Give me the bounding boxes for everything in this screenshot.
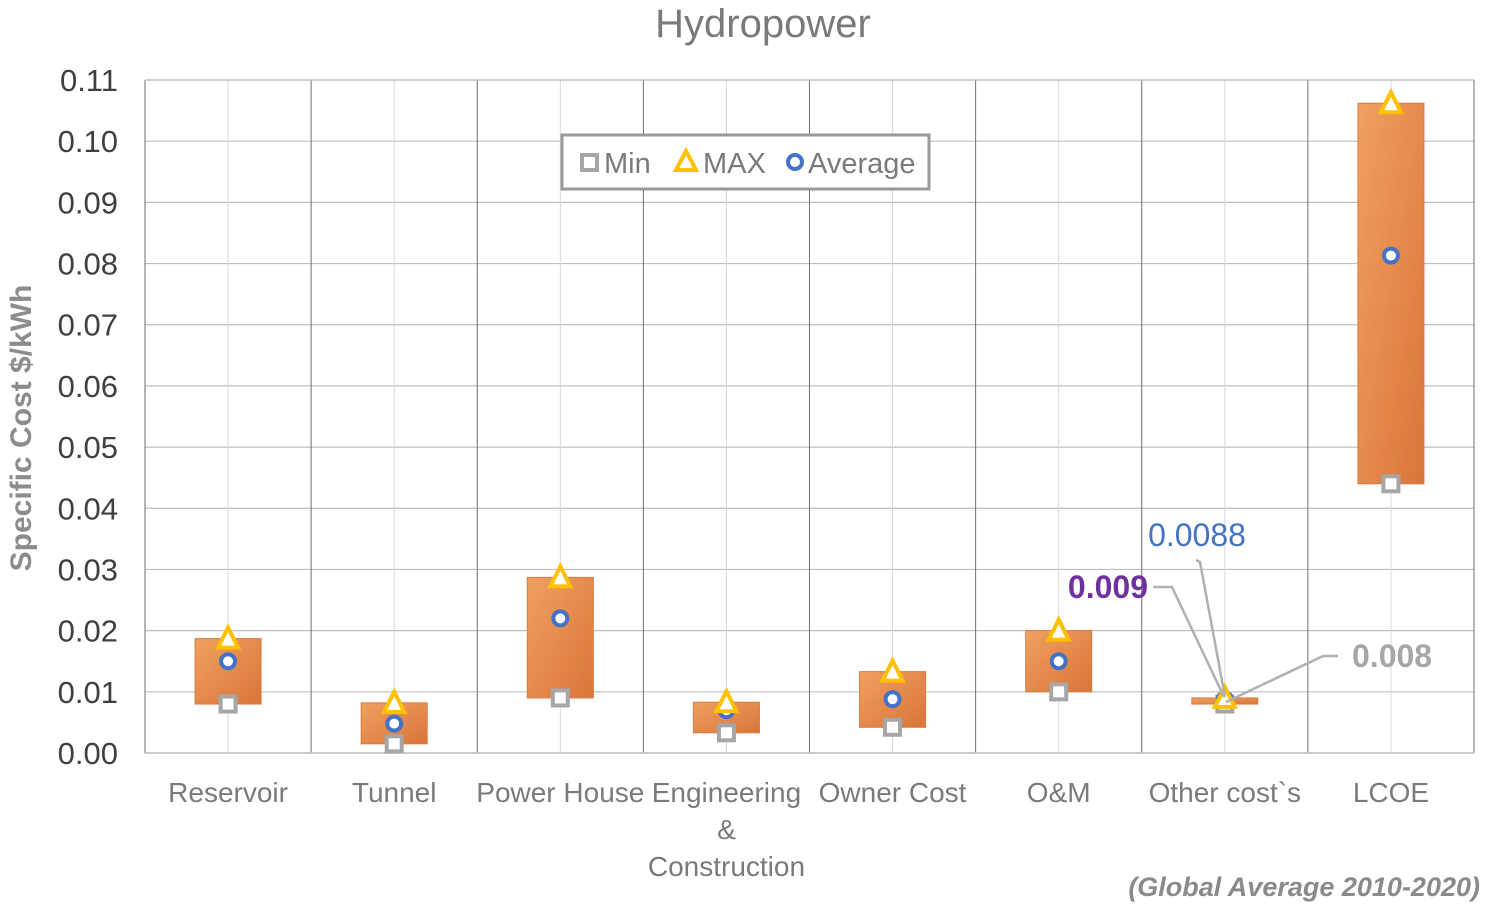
x-tick-label: Power House [476, 777, 644, 808]
max-marker [713, 686, 740, 714]
y-axis-label: Specific Cost $/kWh [5, 285, 38, 572]
y-axis-ticks: 0.00 0.01 0.02 0.03 0.04 0.05 0.06 0.07 0.08 0.09… [58, 63, 118, 771]
x-tick-label: O&M [1027, 777, 1091, 808]
min-marker [1381, 474, 1401, 494]
max-marker [1045, 615, 1072, 642]
average-marker [1381, 246, 1400, 265]
average-marker [883, 690, 902, 709]
x-tick-label: Engineering [652, 777, 801, 808]
callout-leader-max [1153, 585, 1226, 698]
range-bars [194, 102, 1425, 745]
y-tick-label: 0.02 [58, 614, 118, 649]
min-marker [716, 723, 736, 743]
average-marker [219, 652, 238, 671]
legend-max-label: MAX [703, 148, 766, 180]
legend-max-marker [672, 146, 700, 172]
min-marker [1049, 682, 1069, 702]
callout-leader-average [1195, 558, 1227, 698]
average-marker [1049, 652, 1068, 671]
y-tick-label: 0.06 [58, 369, 118, 404]
x-axis-ticks: Reservoir Tunnel Power House Engineering & Co… [168, 777, 1429, 882]
y-tick-label: 0.04 [58, 491, 118, 526]
range-bar [1357, 102, 1425, 485]
y-tick-label: 0.09 [58, 185, 118, 220]
y-tick-label: 0.11 [60, 63, 118, 98]
min-marker [883, 717, 903, 737]
max-marker [1377, 87, 1405, 115]
legend-box [560, 133, 931, 191]
legend-average-marker [786, 153, 804, 171]
x-tick-label: LCOE [1353, 777, 1429, 808]
y-tick-label: 0.08 [58, 247, 118, 282]
x-tick-label: Tunnel [352, 777, 437, 808]
min-marker [550, 688, 570, 708]
chart-title: Hydropower [655, 2, 871, 46]
y-tick-label: 0.07 [58, 308, 118, 343]
min-marker [218, 694, 238, 714]
legend: Min MAX Average [560, 133, 931, 191]
callout-average-value: 0.0088 [1148, 517, 1246, 553]
gridlines [144, 79, 1475, 754]
y-tick-label: 0.03 [58, 552, 118, 587]
min-marker [384, 734, 404, 754]
callout-max-value: 0.009 [1068, 569, 1148, 605]
average-marker [551, 609, 570, 628]
callout-min-value: 0.008 [1352, 638, 1432, 674]
callouts: 0.0088 0.009 0.008 [1068, 517, 1432, 704]
range-bar [526, 576, 594, 699]
footnote: (Global Average 2010-2020) [1128, 872, 1480, 902]
average-marker [385, 714, 404, 733]
x-tick-label: Owner Cost [819, 777, 967, 808]
y-tick-label: 0.05 [58, 430, 118, 465]
max-marker [214, 623, 242, 650]
legend-min-marker [580, 153, 599, 172]
y-tick-label: 0.00 [58, 736, 118, 771]
max-marker [547, 561, 574, 589]
x-tick-label: & [717, 814, 736, 845]
x-tick-label: Construction [648, 851, 805, 882]
max-marker [879, 656, 906, 683]
y-tick-label: 0.10 [58, 124, 118, 159]
y-tick-label: 0.01 [58, 675, 118, 710]
max-marker [380, 687, 408, 714]
callout-leader-min [1225, 654, 1338, 704]
x-tick-label: Other cost`s [1149, 777, 1301, 808]
legend-average-label: Average [808, 148, 916, 180]
legend-min-label: Min [604, 148, 651, 180]
x-tick-label: Reservoir [168, 777, 288, 808]
